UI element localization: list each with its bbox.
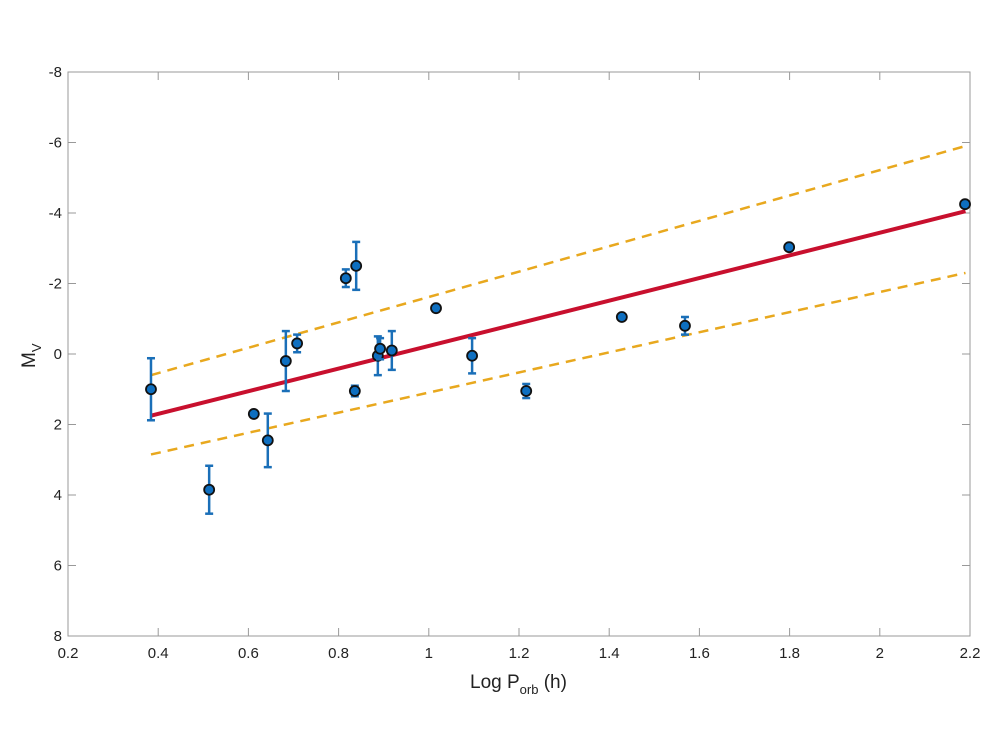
data-point bbox=[466, 349, 478, 362]
x-tick-label: 1.2 bbox=[509, 645, 530, 662]
data-point bbox=[261, 434, 274, 447]
y-tick-label: 8 bbox=[54, 628, 62, 645]
y-tick-label: 2 bbox=[54, 417, 62, 434]
x-tick-label: 0.6 bbox=[238, 645, 259, 662]
data-point bbox=[520, 385, 533, 397]
plot-area bbox=[67, 71, 971, 637]
data-point bbox=[247, 408, 260, 420]
x-tick-label: 2.2 bbox=[960, 645, 981, 662]
x-tick-label: 0.8 bbox=[328, 645, 349, 662]
data-point bbox=[374, 342, 386, 355]
y-tick-label: -4 bbox=[49, 205, 62, 222]
y-tick-label: -8 bbox=[49, 64, 62, 81]
data-point bbox=[615, 311, 628, 323]
x-tick-label: 1.6 bbox=[689, 645, 710, 662]
x-tick-label: 1 bbox=[425, 645, 433, 662]
data-point bbox=[348, 385, 361, 397]
data-point bbox=[959, 198, 971, 211]
x-tick-label: 1.4 bbox=[599, 645, 620, 662]
y-tick-label: 0 bbox=[54, 346, 62, 363]
y-tick-label: -2 bbox=[49, 276, 62, 293]
x-tick-label: 0.4 bbox=[148, 645, 169, 662]
data-point bbox=[430, 302, 442, 315]
data-point bbox=[279, 355, 292, 367]
data-point bbox=[783, 241, 796, 254]
data-point bbox=[203, 483, 216, 496]
y-tick-label: 6 bbox=[54, 558, 62, 575]
x-tick-label: 2 bbox=[876, 645, 884, 662]
data-point bbox=[145, 383, 157, 396]
x-axis-label: Log Porb (h) bbox=[470, 672, 567, 697]
data-point bbox=[679, 319, 691, 332]
x-tick-label: 1.8 bbox=[779, 645, 800, 662]
data-point bbox=[291, 337, 304, 350]
y-axis-label: MV bbox=[19, 343, 44, 368]
data-point bbox=[385, 344, 398, 357]
y-tick-label: -6 bbox=[49, 135, 62, 152]
confidence-bound-line bbox=[150, 271, 966, 456]
data-point bbox=[350, 259, 363, 272]
x-tick-label: 0.2 bbox=[58, 645, 79, 662]
y-tick-label: 4 bbox=[54, 487, 62, 504]
data-point bbox=[339, 272, 352, 285]
